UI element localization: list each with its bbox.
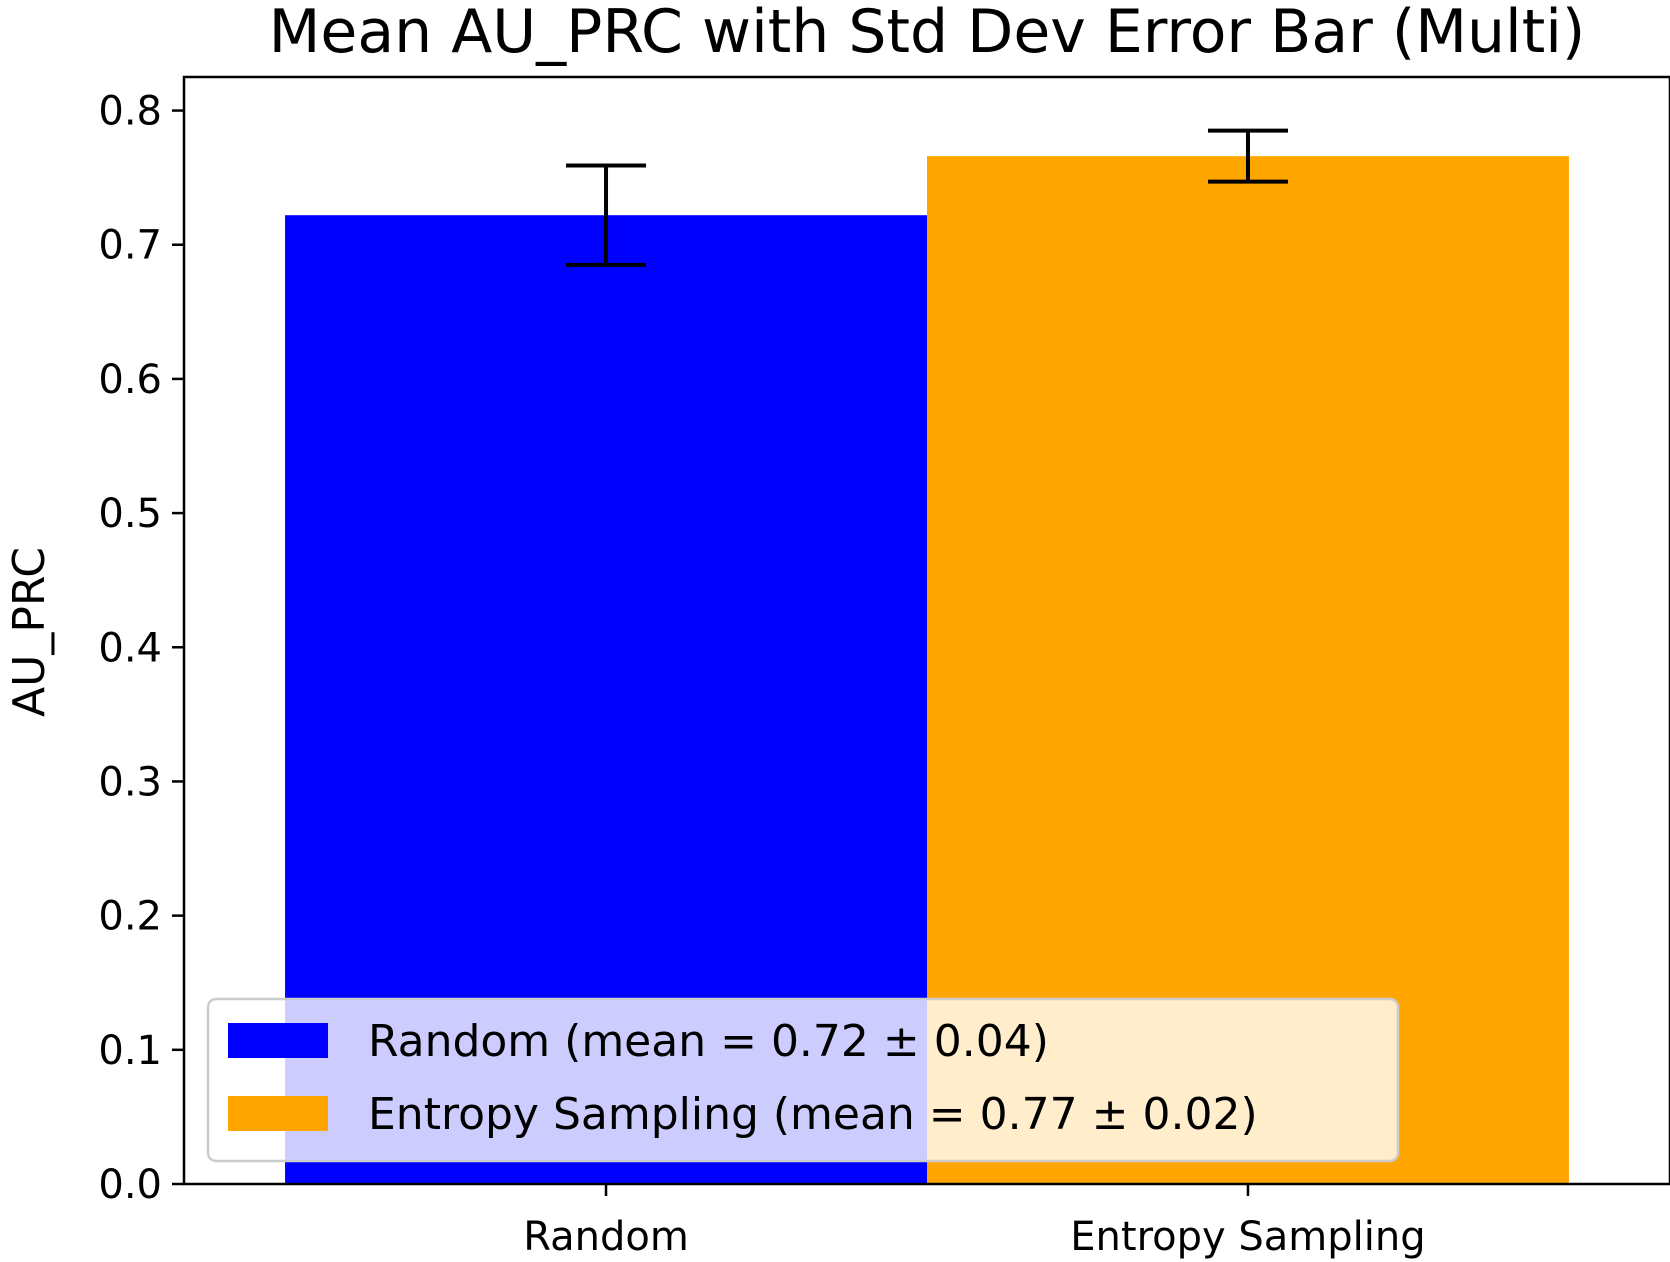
y-axis-label: AU_PRC [4,547,55,717]
legend: Random (mean = 0.72 ± 0.04) Entropy Sampl… [206,997,1400,1163]
error-bar [566,163,647,267]
legend-swatch [228,1096,328,1131]
y-tick-label: 0.1 [98,1028,162,1074]
y-tick-label: 0.0 [98,1162,162,1208]
y-tick-label: 0.8 [98,89,162,135]
legend-swatch [228,1023,328,1058]
y-tick-label: 0.2 [98,894,162,940]
error-bars-group [566,128,1288,267]
y-axis: 0.0 0.1 0.2 0.3 0.4 0.5 0.6 0.7 0.8 [98,89,184,1208]
y-tick-label: 0.7 [98,223,162,269]
legend-label: Entropy Sampling (mean = 0.77 ± 0.02) [368,1089,1258,1140]
x-axis: Random Entropy Sampling [523,1184,1426,1260]
x-tick-label: Random [523,1214,689,1260]
y-tick-label: 0.6 [98,357,162,403]
y-tick-label: 0.5 [98,491,162,537]
y-tick-label: 0.3 [98,759,162,805]
legend-box [206,997,1400,1163]
error-bar [1207,128,1288,184]
chart-title: Mean AU_PRC with Std Dev Error Bar (Mult… [269,0,1586,67]
x-tick-label: Entropy Sampling [1070,1214,1425,1260]
legend-label: Random (mean = 0.72 ± 0.04) [368,1016,1049,1067]
plot-frame [182,75,1670,1186]
y-tick-label: 0.4 [98,625,162,671]
